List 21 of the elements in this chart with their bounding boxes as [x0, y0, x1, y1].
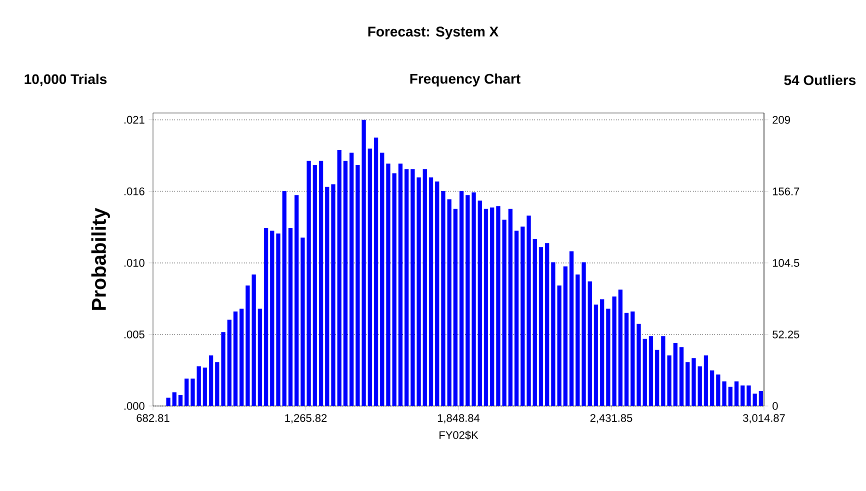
x-tick-label: 1,848.84: [438, 414, 480, 424]
chart-subtitle: Frequency Chart: [410, 73, 520, 87]
y2-tick-label: 209: [772, 116, 790, 124]
text: 10,000 Trials: [24, 74, 107, 86]
y2-tick-label: 104.5: [772, 259, 800, 267]
x-tick-label: 682.81: [136, 414, 170, 422]
y2-tick-label: 156.7: [772, 188, 800, 196]
y2-tick-label: 0: [772, 402, 778, 410]
x-tick-label: 2,431.85: [590, 414, 632, 424]
x-axis-title: FY02$K: [440, 430, 478, 440]
y2-tick-label: 52.25: [772, 330, 800, 338]
y-tick-label: .016: [124, 187, 144, 196]
y-tick-label: .021: [124, 116, 144, 124]
y-tick-label: .000: [124, 402, 144, 410]
y-tick-label: .005: [124, 330, 144, 338]
y-tick-label: .010: [124, 259, 144, 267]
text: 54 Outliers: [784, 74, 856, 86]
y-axis-title: Probability: [91, 208, 110, 310]
chart-title: Forecast: System X: [368, 26, 498, 40]
x-tick-label: 1,265.82: [285, 414, 327, 424]
x-tick-label: 3,014.87: [743, 414, 785, 424]
